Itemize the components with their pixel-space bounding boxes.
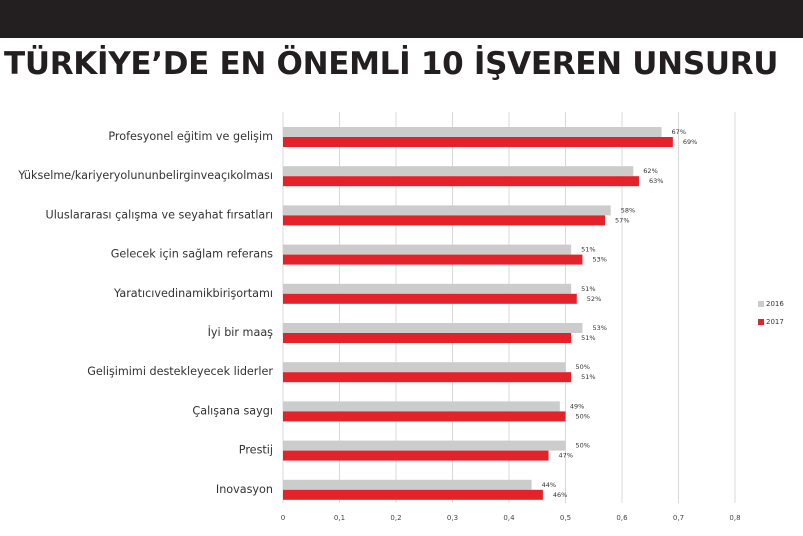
bar-2016 bbox=[283, 166, 634, 177]
category-label: Yaratıcıvedinamikbirişortamı bbox=[113, 287, 273, 300]
category-label: Çalışana saygı bbox=[192, 404, 273, 417]
value-label-2017: 53% bbox=[592, 256, 606, 264]
x-tick-label: 0,8 bbox=[729, 514, 740, 522]
value-label-2016: 51% bbox=[581, 246, 595, 254]
x-tick-label: 0,1 bbox=[334, 514, 345, 522]
value-label-2017: 52% bbox=[587, 295, 601, 303]
x-tick-label: 0,2 bbox=[390, 514, 401, 522]
category-label: Yükselme/kariyeryolununbelirginveaçıkolm… bbox=[17, 169, 273, 182]
bar-2016 bbox=[283, 323, 583, 333]
legend-swatch-2017 bbox=[758, 319, 764, 325]
value-label-2016: 50% bbox=[576, 442, 590, 450]
bar-2017 bbox=[283, 137, 673, 147]
page-title: TÜRKİYE’DE EN ÖNEMLİ 10 İŞVEREN UNSURU bbox=[4, 46, 779, 82]
bar-2017 bbox=[283, 254, 583, 265]
x-tick-label: 0,6 bbox=[616, 514, 628, 522]
bar-2017 bbox=[283, 450, 549, 461]
value-label-2016: 51% bbox=[581, 285, 595, 293]
x-tick-label: 0,3 bbox=[447, 514, 458, 522]
value-label-2016: 49% bbox=[570, 402, 584, 410]
x-tick-label: 0,4 bbox=[503, 514, 515, 522]
category-label: Profesyonel eğitim ve gelişim bbox=[108, 130, 273, 143]
bar-2016 bbox=[283, 283, 572, 294]
value-label-2017: 47% bbox=[559, 452, 573, 460]
value-label-2016: 53% bbox=[592, 324, 606, 332]
bar-2017 bbox=[283, 293, 577, 304]
bar-2016 bbox=[283, 479, 532, 490]
value-label-2017: 50% bbox=[576, 412, 590, 420]
bar-2017 bbox=[283, 176, 639, 187]
top-banner bbox=[0, 0, 803, 38]
value-label-2017: 69% bbox=[683, 138, 697, 146]
legend-item-2017: 2017 bbox=[758, 318, 784, 326]
legend-label-2017: 2017 bbox=[766, 318, 784, 326]
x-tick-label: 0,7 bbox=[673, 514, 684, 522]
bar-2016 bbox=[283, 205, 611, 216]
value-label-2016: 50% bbox=[576, 363, 590, 371]
value-label-2017: 51% bbox=[581, 373, 595, 381]
value-label-2017: 51% bbox=[581, 334, 595, 342]
bar-2016 bbox=[283, 401, 560, 412]
bar-2016 bbox=[283, 440, 566, 451]
value-label-2017: 46% bbox=[553, 491, 567, 499]
legend-swatch-2016 bbox=[758, 301, 764, 307]
category-label: Uluslararası çalışma ve seyahat fırsatla… bbox=[46, 208, 273, 221]
value-label-2016: 44% bbox=[542, 481, 556, 489]
category-label: Gelişimimi destekleyecek liderler bbox=[87, 365, 273, 378]
value-label-2016: 62% bbox=[643, 167, 657, 175]
legend-label-2016: 2016 bbox=[766, 300, 784, 308]
bar-2017 bbox=[283, 372, 572, 383]
legend-item-2016: 2016 bbox=[758, 300, 784, 308]
bar-2016 bbox=[283, 244, 572, 255]
value-label-2016: 67% bbox=[672, 128, 686, 136]
bar-2017 bbox=[283, 411, 566, 422]
category-label: Inovasyon bbox=[216, 483, 273, 496]
category-label: Prestij bbox=[239, 444, 273, 457]
bar-2017 bbox=[283, 215, 606, 226]
category-label: Gelecek için sağlam referans bbox=[111, 248, 273, 261]
value-label-2016: 58% bbox=[621, 206, 635, 214]
bar-2016 bbox=[283, 127, 662, 137]
value-label-2017: 63% bbox=[649, 177, 663, 185]
category-label: İyi bir maaş bbox=[208, 326, 274, 339]
bar-2017 bbox=[283, 489, 543, 500]
x-tick-label: 0,5 bbox=[560, 514, 571, 522]
x-tick-label: 0 bbox=[281, 514, 285, 522]
bar-2016 bbox=[283, 362, 566, 373]
value-label-2017: 57% bbox=[615, 216, 629, 224]
bar-2017 bbox=[283, 333, 572, 343]
